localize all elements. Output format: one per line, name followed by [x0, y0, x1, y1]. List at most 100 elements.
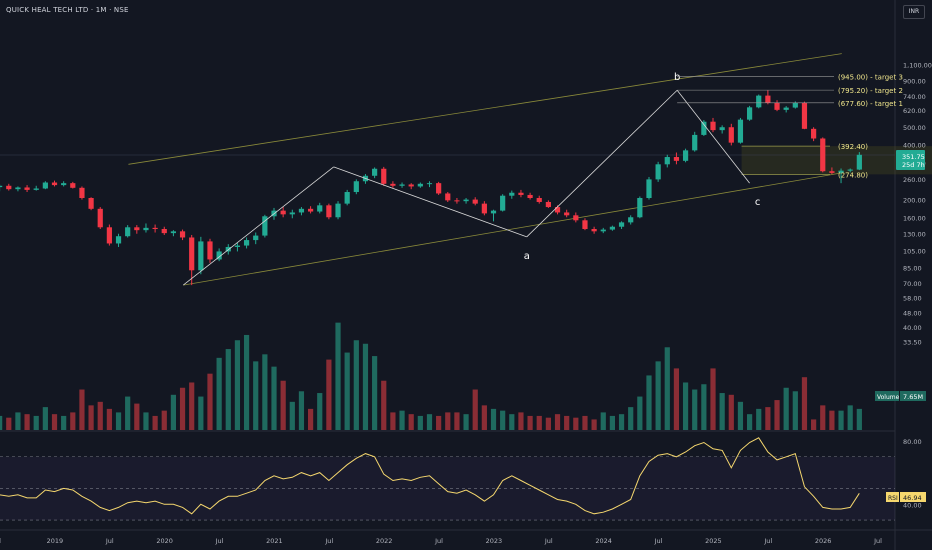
candle-body	[289, 212, 295, 215]
volume-bar	[600, 412, 606, 430]
volume-bar	[783, 387, 789, 430]
candle-body	[115, 236, 122, 244]
candle-body	[774, 102, 780, 110]
volume-bar	[289, 401, 295, 430]
time-tick-label: 2025	[705, 537, 722, 545]
candle-body	[838, 170, 844, 173]
volume-bar	[134, 403, 140, 430]
price-tick-label: 1,100.00	[903, 61, 932, 69]
rsi-tick-label: 40.00	[903, 501, 922, 509]
candle-body	[746, 107, 753, 120]
volume-bar	[673, 368, 680, 430]
price-level-label: (392.40)	[838, 143, 868, 151]
volume-bar	[417, 415, 423, 430]
price-tick-label: 70.00	[903, 280, 922, 288]
volume-bar	[317, 393, 323, 430]
volume-bar	[207, 373, 213, 430]
candle-body	[61, 183, 67, 186]
candle-body	[317, 205, 323, 212]
price-levels: (945.00) - target 3 (795.20) - target 2 (6…	[677, 73, 903, 179]
price-tick-label: 740.00	[903, 93, 926, 101]
volume-value-tag	[900, 391, 926, 401]
currency-button[interactable]: INR	[903, 5, 925, 19]
volume-bar	[426, 414, 433, 430]
volume-bar	[61, 415, 67, 430]
volume-bar	[143, 412, 149, 430]
candle-body	[106, 227, 112, 244]
volume-bar	[79, 389, 85, 430]
volume-bar	[161, 410, 167, 430]
volume-bar	[390, 412, 396, 430]
volume-bar	[15, 412, 21, 430]
volume-bar	[436, 415, 442, 430]
candle-body	[820, 138, 826, 172]
candle-body	[326, 205, 332, 218]
volume-bar	[701, 384, 707, 430]
candle-body	[143, 227, 149, 231]
rsi-pane	[0, 437, 895, 521]
price-level-label: (945.00) - target 3	[838, 73, 903, 81]
volume-bar	[746, 414, 753, 430]
candle-body	[417, 183, 423, 187]
candle-body	[792, 102, 798, 108]
candle-body	[207, 241, 213, 260]
volume-bar	[682, 382, 689, 430]
candle-body	[51, 182, 58, 186]
volume-bar	[490, 408, 497, 430]
candle-body	[262, 216, 268, 236]
candle-body	[70, 183, 76, 188]
candle-body	[445, 193, 451, 201]
volume-bar	[170, 394, 177, 430]
time-tick-label: 2024	[595, 537, 612, 545]
volume-value: 7.65M	[903, 393, 923, 401]
candle-body	[628, 217, 634, 223]
volume-bar	[335, 322, 341, 430]
candle-body	[637, 198, 643, 218]
volume-bar	[829, 410, 835, 430]
candle-body	[88, 198, 94, 209]
volume-bar	[298, 391, 305, 430]
candle-body	[307, 208, 314, 212]
volume-bar	[33, 415, 39, 430]
candle-body	[655, 164, 661, 180]
wave-segment	[526, 89, 678, 238]
wave-label-b: b	[674, 72, 680, 83]
candle-body	[454, 200, 460, 202]
volume-bar	[353, 340, 359, 430]
candle-body	[618, 222, 625, 227]
volume-bar	[719, 393, 725, 430]
volume-bar	[42, 407, 48, 430]
candle-body	[436, 183, 442, 194]
price-tick-label: 85.00	[903, 264, 922, 272]
volume-bar	[692, 389, 698, 430]
price-tick-label: 500.00	[903, 124, 926, 132]
volume-bar	[408, 414, 414, 430]
price-tick-label: 48.00	[903, 310, 922, 318]
volume-bars	[0, 322, 862, 430]
candle-body	[125, 227, 131, 237]
volume-bar	[756, 408, 762, 430]
time-tick-label: Jul	[544, 537, 553, 545]
candle-body	[646, 179, 652, 199]
channel-lower-line	[183, 172, 842, 286]
wave-label-a: a	[524, 251, 530, 262]
candle-body	[847, 169, 853, 171]
candle-body	[97, 208, 103, 228]
candle-body	[6, 185, 12, 190]
wave-lines: a b c	[183, 72, 760, 286]
candle-body	[33, 188, 39, 190]
volume-bar	[527, 415, 533, 430]
rsi-tick-label: 80.00	[903, 438, 922, 446]
volume-bar	[243, 334, 250, 430]
rsi-value-tag	[900, 492, 926, 502]
volume-bar	[225, 349, 231, 430]
countdown-label: 25d 7h	[902, 161, 925, 169]
volume-bar	[115, 412, 122, 430]
volume-bar	[500, 410, 506, 430]
wave-segment	[333, 166, 527, 238]
volume-bar	[234, 340, 241, 430]
volume-bar	[509, 414, 515, 430]
price-tick-label: 900.00	[903, 77, 926, 85]
volume-bar	[820, 405, 826, 430]
